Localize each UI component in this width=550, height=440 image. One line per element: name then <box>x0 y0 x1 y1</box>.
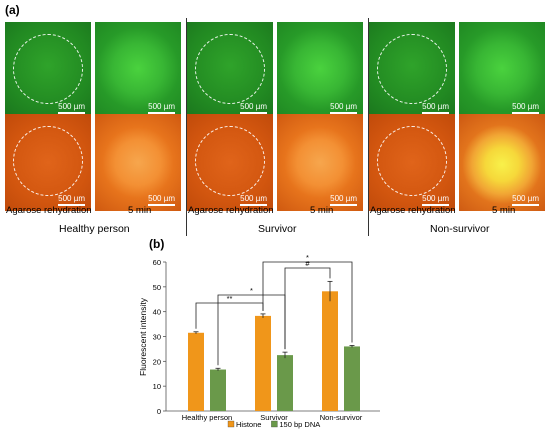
bar-150-bp-dna <box>277 355 293 411</box>
caption-5-min: 5 min <box>492 205 516 216</box>
y-axis-label: Fluorescent intensity <box>138 297 148 376</box>
group-divider-1 <box>186 18 187 236</box>
scale-bar: 500 µm <box>330 194 357 206</box>
scale-bar: 500 µm <box>512 102 539 114</box>
micrograph-nonsurvivor-green-rehydration: 500 µm <box>369 22 455 119</box>
bar-histone <box>255 315 271 411</box>
legend-swatch <box>271 420 278 428</box>
scale-bar-line <box>148 112 175 114</box>
micrograph-survivor-orange-rehydration: 500 µm <box>187 114 273 211</box>
scale-bar-line <box>330 204 357 206</box>
scale-bar-line <box>240 204 267 206</box>
scale-bar-line <box>330 112 357 114</box>
legend-label: Histone <box>236 420 261 429</box>
micrograph-healthy-green-rehydration: 500 µm <box>5 22 91 119</box>
group-label-survivor: Survivor <box>258 223 297 235</box>
scale-bar-label: 500 µm <box>148 194 175 203</box>
scale-bar-label: 500 µm <box>330 194 357 203</box>
scale-bar-label: 500 µm <box>330 102 357 111</box>
scale-bar-label: 500 µm <box>240 102 267 111</box>
y-tick-label: 0 <box>157 407 161 416</box>
scale-bar: 500 µm <box>512 194 539 206</box>
significance-bracket <box>284 267 331 350</box>
bar-histone <box>188 332 204 411</box>
scale-bar-label: 500 µm <box>512 102 539 111</box>
scale-bar: 500 µm <box>240 102 267 114</box>
scale-bar: 500 µm <box>58 102 85 114</box>
y-tick-label: 30 <box>153 333 161 342</box>
x-tick-label: Healthy person <box>182 413 232 422</box>
scale-bar-label: 500 µm <box>58 194 85 203</box>
dashed-circle-outline <box>377 34 447 104</box>
scale-bar-line <box>58 112 85 114</box>
scale-bar: 500 µm <box>330 102 357 114</box>
group-divider-2 <box>368 18 369 236</box>
micrograph-nonsurvivor-orange-5min: 500 µm <box>459 114 545 211</box>
scale-bar-line <box>422 204 449 206</box>
scale-bar-label: 500 µm <box>422 194 449 203</box>
micrograph-survivor-green-5min: 500 µm <box>277 22 363 119</box>
caption-5-min: 5 min <box>128 205 152 216</box>
significance-marker: * <box>306 253 309 262</box>
micrograph-healthy-green-5min: 500 µm <box>95 22 181 119</box>
scale-bar: 500 µm <box>58 194 85 206</box>
scale-bar-label: 500 µm <box>240 194 267 203</box>
scale-bar: 500 µm <box>148 194 175 206</box>
panel-b-label: (b) <box>149 237 165 251</box>
significance-marker: # <box>305 259 310 268</box>
micrograph-healthy-orange-rehydration: 500 µm <box>5 114 91 211</box>
micrograph-nonsurvivor-orange-rehydration: 500 µm <box>369 114 455 211</box>
y-tick-label: 10 <box>153 382 161 391</box>
scale-bar-line <box>58 204 85 206</box>
dashed-circle-outline <box>377 126 447 196</box>
scale-bar-line <box>422 112 449 114</box>
dashed-circle-outline <box>195 126 265 196</box>
scale-bar-line <box>148 204 175 206</box>
scale-bar: 500 µm <box>240 194 267 206</box>
micrograph-survivor-orange-5min: 500 µm <box>277 114 363 211</box>
micrograph-nonsurvivor-green-5min: 500 µm <box>459 22 545 119</box>
scale-bar-line <box>512 204 539 206</box>
y-tick-label: 50 <box>153 283 161 292</box>
x-tick-label: Non-survivor <box>320 413 363 422</box>
group-label-nonsurvivor: Non-survivor <box>430 223 490 235</box>
scale-bar-line <box>512 112 539 114</box>
bar-150-bp-dna <box>210 369 226 411</box>
scale-bar-label: 500 µm <box>422 102 449 111</box>
significance-bracket <box>262 261 353 343</box>
dashed-circle-outline <box>195 34 265 104</box>
scale-bar-label: 500 µm <box>512 194 539 203</box>
caption-5-min: 5 min <box>310 205 334 216</box>
scale-bar-label: 500 µm <box>58 102 85 111</box>
caption-agarose-rehydration: Agarose rehydration <box>6 205 92 216</box>
significance-marker: ** <box>227 294 233 303</box>
legend-label: 150 bp DNA <box>279 420 320 429</box>
caption-agarose-rehydration: Agarose rehydration <box>370 205 456 216</box>
scale-bar: 500 µm <box>422 194 449 206</box>
bar-150-bp-dna <box>344 346 360 411</box>
x-tick-label: Survivor <box>260 413 288 422</box>
y-tick-label: 40 <box>153 308 161 317</box>
y-tick-label: 60 <box>153 258 161 267</box>
bar-histone <box>322 291 338 411</box>
micrograph-healthy-orange-5min: 500 µm <box>95 114 181 211</box>
dashed-circle-outline <box>13 126 83 196</box>
significance-bracket <box>217 294 286 366</box>
y-tick-label: 20 <box>153 357 161 366</box>
legend-swatch <box>227 420 235 428</box>
micrograph-survivor-green-rehydration: 500 µm <box>187 22 273 119</box>
scale-bar-label: 500 µm <box>148 102 175 111</box>
group-label-healthy: Healthy person <box>59 223 130 235</box>
caption-agarose-rehydration: Agarose rehydration <box>188 205 274 216</box>
scale-bar: 500 µm <box>422 102 449 114</box>
scale-bar-line <box>240 112 267 114</box>
significance-bracket <box>195 302 264 329</box>
panel-a-label: (a) <box>5 3 20 17</box>
dashed-circle-outline <box>13 34 83 104</box>
significance-marker: * <box>250 286 253 295</box>
scale-bar: 500 µm <box>148 102 175 114</box>
